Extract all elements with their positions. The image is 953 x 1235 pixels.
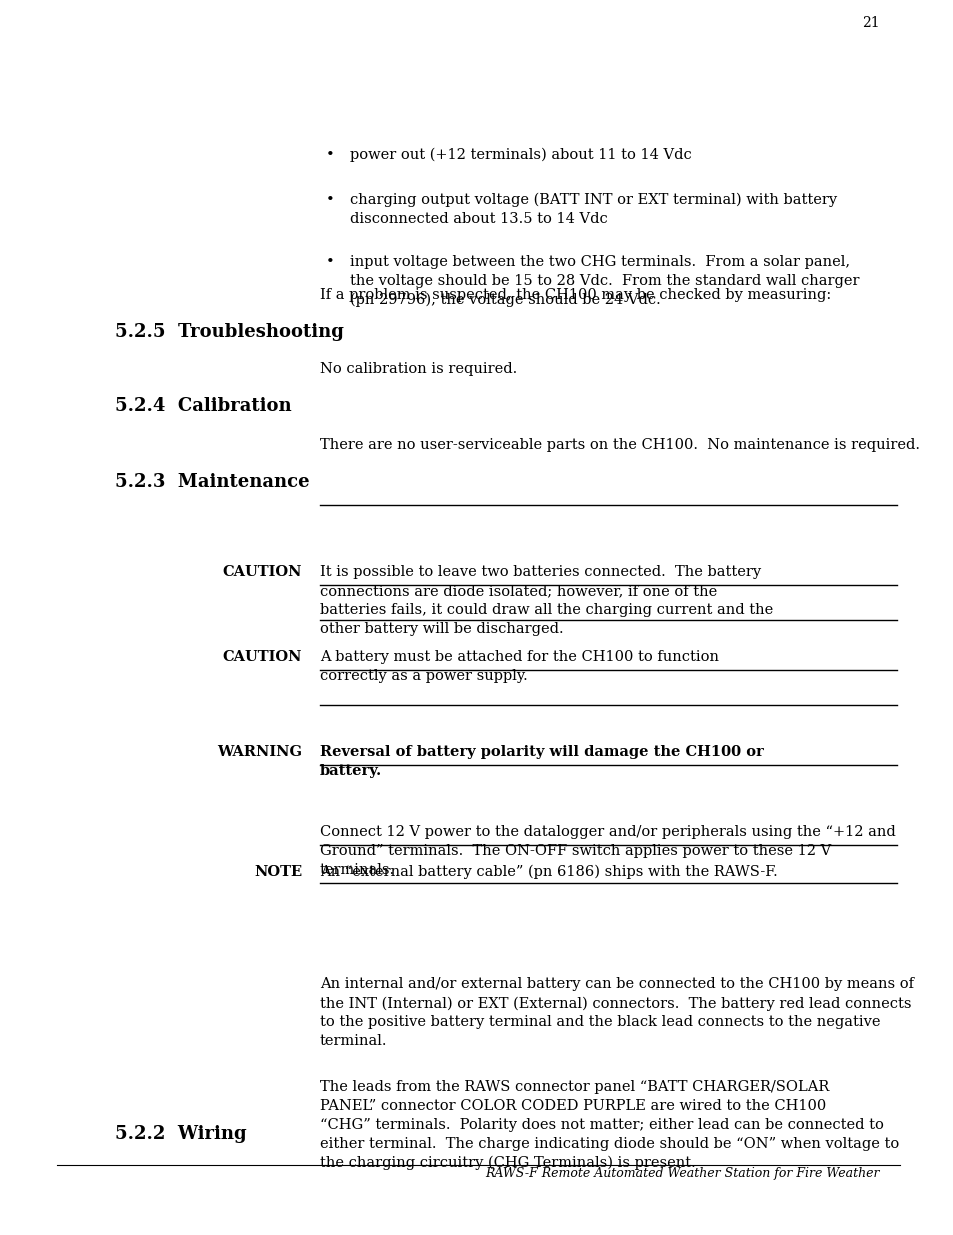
Text: No calibration is required.: No calibration is required.	[319, 362, 517, 375]
Text: 5.2.4  Calibration: 5.2.4 Calibration	[115, 396, 292, 415]
Text: 21: 21	[862, 16, 879, 30]
Text: WARNING: WARNING	[216, 745, 302, 760]
Text: CAUTION: CAUTION	[222, 564, 302, 579]
Text: charging output voltage (BATT INT or EXT terminal) with battery
disconnected abo: charging output voltage (BATT INT or EXT…	[350, 193, 836, 226]
Text: If a problem is suspected, the CH100 may be checked by measuring:: If a problem is suspected, the CH100 may…	[319, 288, 830, 303]
Text: It is possible to leave two batteries connected.  The battery
connections are di: It is possible to leave two batteries co…	[319, 564, 773, 636]
Text: •: •	[326, 148, 335, 162]
Text: Reversal of battery polarity will damage the CH100 or
battery.: Reversal of battery polarity will damage…	[319, 745, 763, 778]
Text: Connect 12 V power to the datalogger and/or peripherals using the “+12 and
Groun: Connect 12 V power to the datalogger and…	[319, 825, 895, 877]
Text: 5.2.2  Wiring: 5.2.2 Wiring	[115, 1125, 247, 1144]
Text: input voltage between the two CHG terminals.  From a solar panel,
the voltage sh: input voltage between the two CHG termin…	[350, 254, 859, 308]
Text: •: •	[326, 254, 335, 269]
Text: NOTE: NOTE	[253, 864, 302, 879]
Text: An internal and/or external battery can be connected to the CH100 by means of
th: An internal and/or external battery can …	[319, 977, 913, 1049]
Text: There are no user-serviceable parts on the CH100.  No maintenance is required.: There are no user-serviceable parts on t…	[319, 438, 919, 452]
Text: RAWS-F Remote Automated Weather Station for Fire Weather: RAWS-F Remote Automated Weather Station …	[485, 1167, 879, 1179]
Text: 5.2.5  Troubleshooting: 5.2.5 Troubleshooting	[115, 324, 343, 341]
Text: 5.2.3  Maintenance: 5.2.3 Maintenance	[115, 473, 310, 492]
Text: A battery must be attached for the CH100 to function
correctly as a power supply: A battery must be attached for the CH100…	[319, 650, 719, 683]
Text: The leads from the RAWS connector panel “BATT CHARGER/SOLAR
PANEL” connector COL: The leads from the RAWS connector panel …	[319, 1079, 899, 1171]
Text: •: •	[326, 193, 335, 207]
Text: CAUTION: CAUTION	[222, 650, 302, 664]
Text: An “external battery cable” (pn 6186) ships with the RAWS-F.: An “external battery cable” (pn 6186) sh…	[319, 864, 777, 879]
Text: power out (+12 terminals) about 11 to 14 Vdc: power out (+12 terminals) about 11 to 14…	[350, 148, 691, 162]
